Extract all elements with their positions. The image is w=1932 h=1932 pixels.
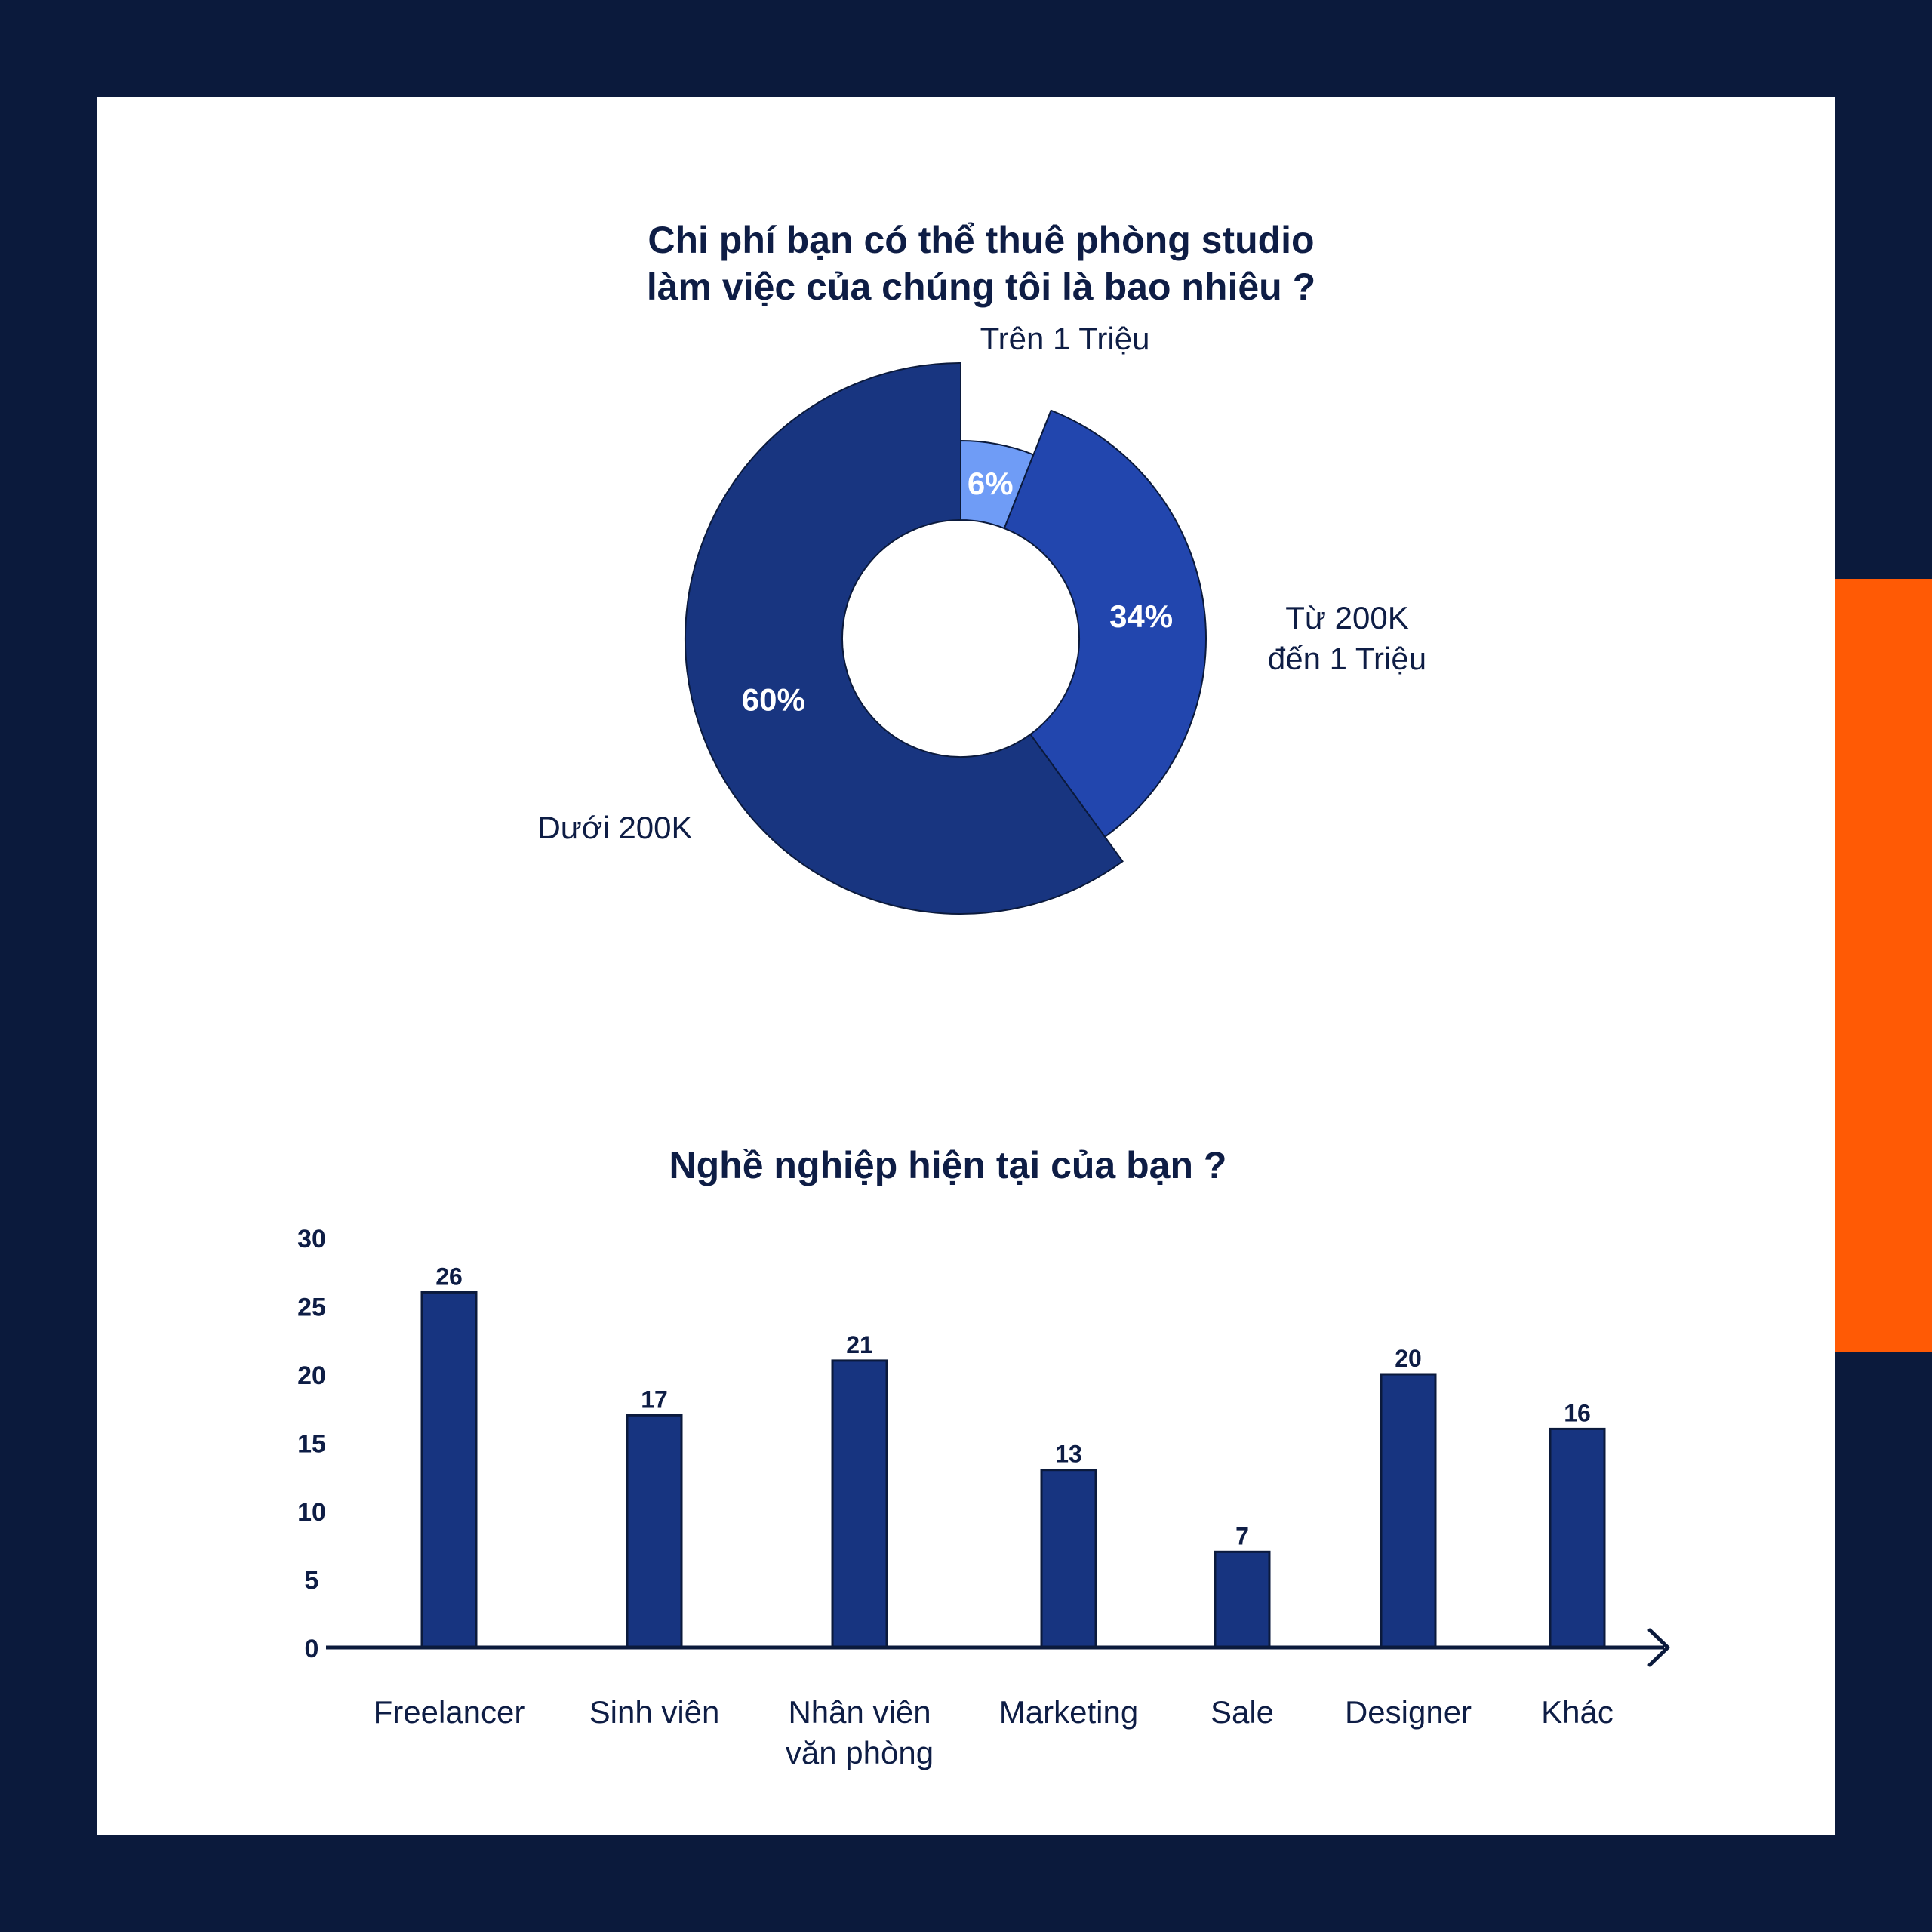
- y-axis-ticks: 0 5 10 15 20 25 30: [297, 1225, 326, 1663]
- donut-slice-name-label: Dưới 200K: [537, 810, 692, 845]
- x-axis: [326, 1628, 1670, 1667]
- bar: [1214, 1550, 1271, 1649]
- bar: [420, 1291, 478, 1649]
- y-tick-label: 10: [297, 1498, 326, 1527]
- x-category-label: Sale: [1211, 1694, 1274, 1730]
- x-category-label: Freelancer: [374, 1694, 525, 1730]
- y-tick-label: 25: [297, 1294, 326, 1322]
- y-tick-label: 5: [305, 1567, 319, 1595]
- bar: [1040, 1469, 1097, 1649]
- bar-value-labels: 26 17 21 13 7 20 16: [435, 1263, 1591, 1549]
- donut-chart-title: Chi phí bạn có thể thuê phòng studio làm …: [647, 219, 1315, 308]
- bar-value-label: 26: [435, 1263, 463, 1290]
- donut-slice-value-label: 34%: [1109, 598, 1173, 634]
- bar-value-label: 21: [846, 1331, 873, 1358]
- x-axis-arrow-icon: [1647, 1628, 1670, 1667]
- bar: [831, 1359, 888, 1649]
- bar-chart-title: Nghề nghiệp hiện tại của bạn ?: [669, 1144, 1227, 1186]
- x-category-label: Nhân viên văn phòng: [786, 1694, 934, 1770]
- x-category-label: Designer: [1345, 1694, 1472, 1730]
- donut-slice-value-label: 60%: [742, 682, 805, 718]
- bar-value-label: 7: [1235, 1522, 1249, 1549]
- x-category-label: Marketing: [999, 1694, 1138, 1730]
- bar: [1380, 1373, 1437, 1649]
- white-content-panel: [97, 97, 1835, 1835]
- donut-slice: [685, 361, 1124, 915]
- bar: [626, 1414, 683, 1649]
- bar: [1549, 1427, 1606, 1649]
- x-category-label: Sinh viên: [589, 1694, 720, 1730]
- donut-slice-value-label: 6%: [968, 466, 1014, 501]
- donut-labels: 6% Trên 1 Triệu 34% Từ 200K đến 1 Triệu 60% Dư…: [537, 321, 1426, 845]
- bar-value-label: 17: [641, 1386, 668, 1413]
- bar-value-label: 13: [1055, 1441, 1082, 1468]
- bar-value-label: 20: [1395, 1345, 1422, 1372]
- orange-accent-bar: [1835, 579, 1932, 1352]
- bar-chart: Nghề nghiệp hiện tại của bạn ? 051015202…: [297, 1144, 1670, 1770]
- y-tick-label: 20: [297, 1361, 326, 1390]
- donut-slice-name-label: Trên 1 Triệu: [980, 321, 1150, 356]
- y-tick-label: 15: [297, 1430, 326, 1459]
- x-axis-category-labels: Freelancer Sinh viên Nhân viên văn phòng Mar…: [374, 1694, 1614, 1770]
- bar-marks: [420, 1291, 1606, 1649]
- donut-slice-name-label: Từ 200K đến 1 Triệu: [1268, 600, 1426, 676]
- x-category-label: Khác: [1541, 1694, 1614, 1730]
- donut-chart: Chi phí bạn có thể thuê phòng studio làm …: [537, 219, 1426, 915]
- y-tick-label: 30: [297, 1225, 326, 1254]
- donut-slice: [1003, 409, 1207, 838]
- donut-slices: [685, 361, 1207, 915]
- bar-value-label: 16: [1564, 1399, 1591, 1426]
- y-tick-label: 0: [305, 1635, 319, 1663]
